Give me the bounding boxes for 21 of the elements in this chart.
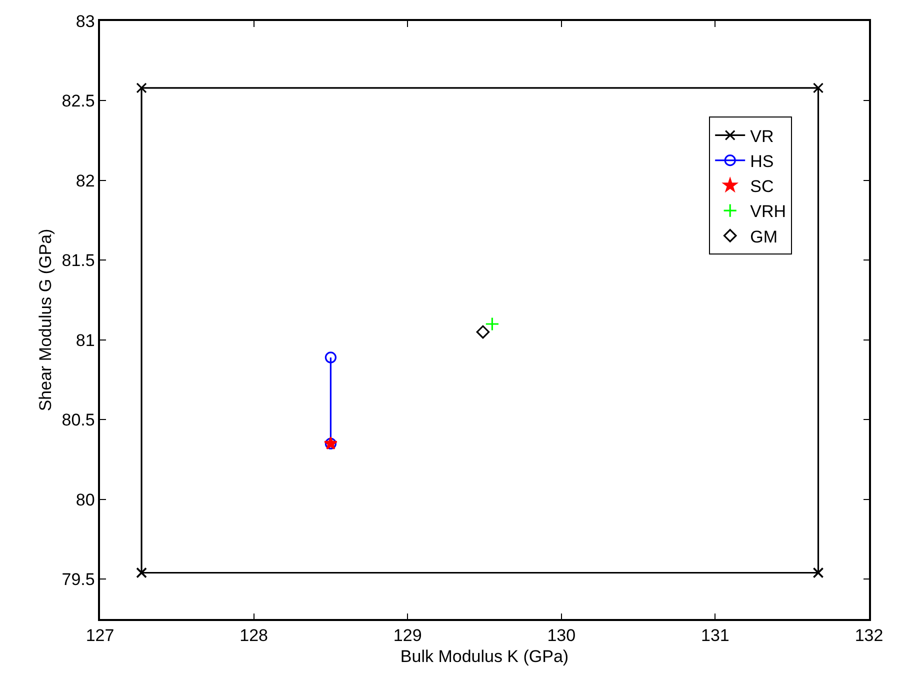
x-tick-label: 132 <box>854 626 884 646</box>
x-tick-label: 130 <box>547 626 576 646</box>
legend-label: HS <box>750 152 774 171</box>
legend-label: VR <box>750 126 774 146</box>
y-tick-label: 80.5 <box>62 410 95 430</box>
legend-label: VRH <box>750 202 786 222</box>
y-tick-label: 82 <box>76 171 95 190</box>
x-tick-label: 128 <box>240 626 268 646</box>
x-tick-label: 131 <box>701 626 730 646</box>
y-tick-label: 82.5 <box>62 92 95 111</box>
y-tick-label: 80 <box>76 490 95 510</box>
x-tick-label: 129 <box>393 626 422 646</box>
y-tick-label: 79.5 <box>62 570 95 590</box>
y-tick-label: 81 <box>76 330 95 350</box>
y-axis-title: Shear Modulus G (GPa) <box>36 228 55 412</box>
y-tick-label: 81.5 <box>62 251 95 270</box>
y-tick-label: 83 <box>76 12 95 31</box>
x-tick-label: 127 <box>86 626 114 646</box>
legend-label: GM <box>750 227 778 246</box>
x-axis-title: Bulk Modulus K (GPa) <box>400 647 569 666</box>
legend-label: SC <box>750 177 774 196</box>
